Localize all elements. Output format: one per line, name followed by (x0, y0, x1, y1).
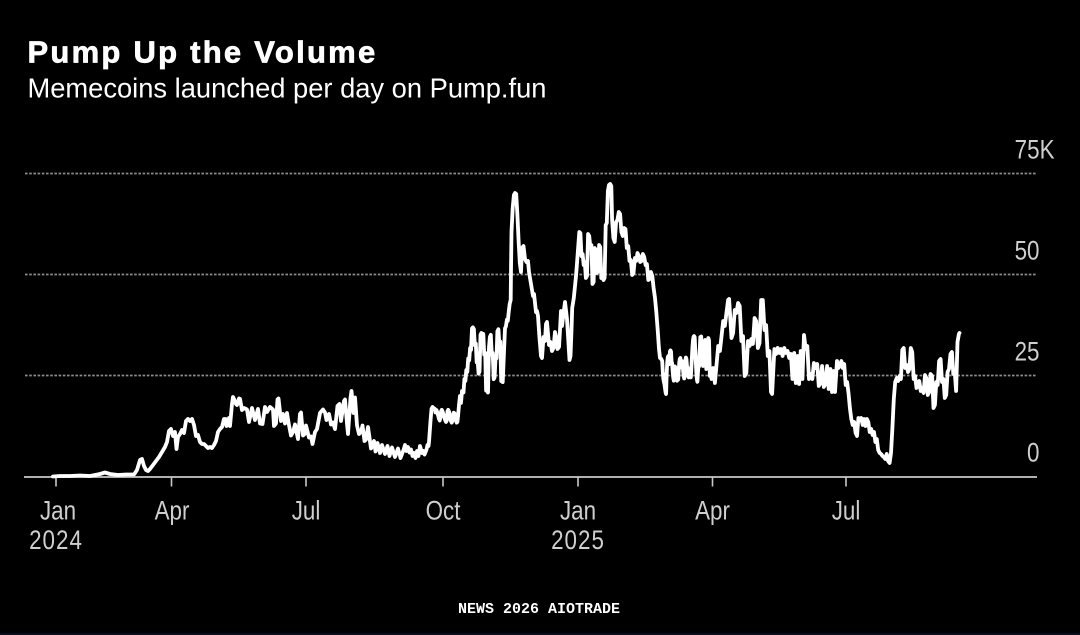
svg-text:Jan: Jan (560, 497, 596, 526)
svg-text:NEWS 2026 AIOTRADE: NEWS 2026 AIOTRADE (458, 601, 620, 618)
svg-text:2025: 2025 (551, 526, 605, 555)
svg-text:50: 50 (1015, 237, 1040, 266)
svg-text:Apr: Apr (695, 497, 730, 526)
svg-text:Memecoins launched per day on: Memecoins launched per day on Pump.fun (28, 73, 547, 104)
svg-text:Oct: Oct (426, 497, 461, 526)
svg-text:75K: 75K (1015, 136, 1055, 165)
svg-text:2024: 2024 (29, 526, 83, 555)
svg-text:Jul: Jul (832, 497, 861, 526)
svg-text:Apr: Apr (155, 497, 190, 526)
svg-text:25: 25 (1015, 338, 1040, 367)
svg-text:Jul: Jul (292, 497, 321, 526)
svg-text:0: 0 (1027, 439, 1039, 468)
svg-text:Pump Up the Volume: Pump Up the Volume (28, 35, 378, 70)
svg-text:Jan: Jan (40, 497, 76, 526)
